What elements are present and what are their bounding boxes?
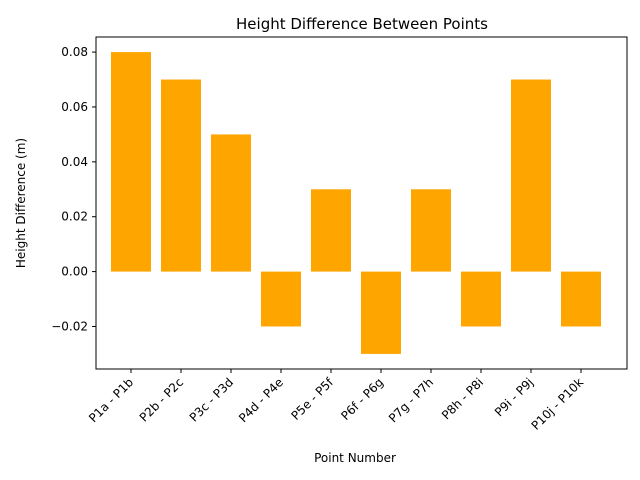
y-tick-label: 0.04 — [61, 155, 88, 169]
y-tick-label: 0.08 — [61, 45, 88, 59]
bar-P1a - P1b — [111, 52, 151, 272]
bar-P6f - P6g — [361, 271, 401, 354]
x-tick-label: P5e - P5f — [289, 375, 337, 423]
x-tick-label: P6f - P6g — [338, 375, 386, 423]
bar-P8h - P8i — [461, 271, 501, 327]
y-tick-label: 0.00 — [61, 265, 88, 279]
x-tick-label: P4d - P4e — [236, 375, 286, 425]
plot-frame — [95, 36, 628, 370]
y-tick-label: 0.02 — [61, 210, 88, 224]
x-axis: P1a - P1b P2b - P2c P3c - P3d P4d - P4e P5e … — [86, 369, 586, 433]
bars-group — [111, 52, 601, 354]
x-tick-label: P1a - P1b — [86, 375, 136, 425]
bar-P7g - P7h — [411, 189, 451, 272]
y-tick-label: 0.06 — [61, 100, 88, 114]
y-axis: −0.02 0.00 0.02 0.04 0.06 0.08 — [51, 45, 96, 333]
x-axis-label: Point Number — [314, 451, 396, 465]
chart-title: Height Difference Between Points — [236, 15, 488, 33]
bar-P10j - P10k — [561, 271, 601, 327]
bar-P2b - P2c — [161, 79, 201, 272]
bar-P3c - P3d — [211, 134, 251, 272]
x-tick-label: P8h - P8i — [439, 375, 486, 422]
bar-P9i - P9j — [511, 79, 551, 272]
x-tick-label: P2b - P2c — [137, 375, 186, 424]
x-tick-label: P3c - P3d — [187, 375, 236, 424]
bar-P4d - P4e — [261, 271, 301, 327]
x-tick-label: P10j - P10k — [529, 375, 586, 432]
bar-P5e - P5f — [311, 189, 351, 272]
x-tick-label: P9i - P9j — [492, 375, 536, 419]
x-tick-label: P7g - P7h — [386, 375, 436, 425]
y-axis-label: Height Difference (m) — [14, 138, 28, 268]
y-tick-label: −0.02 — [51, 319, 88, 333]
